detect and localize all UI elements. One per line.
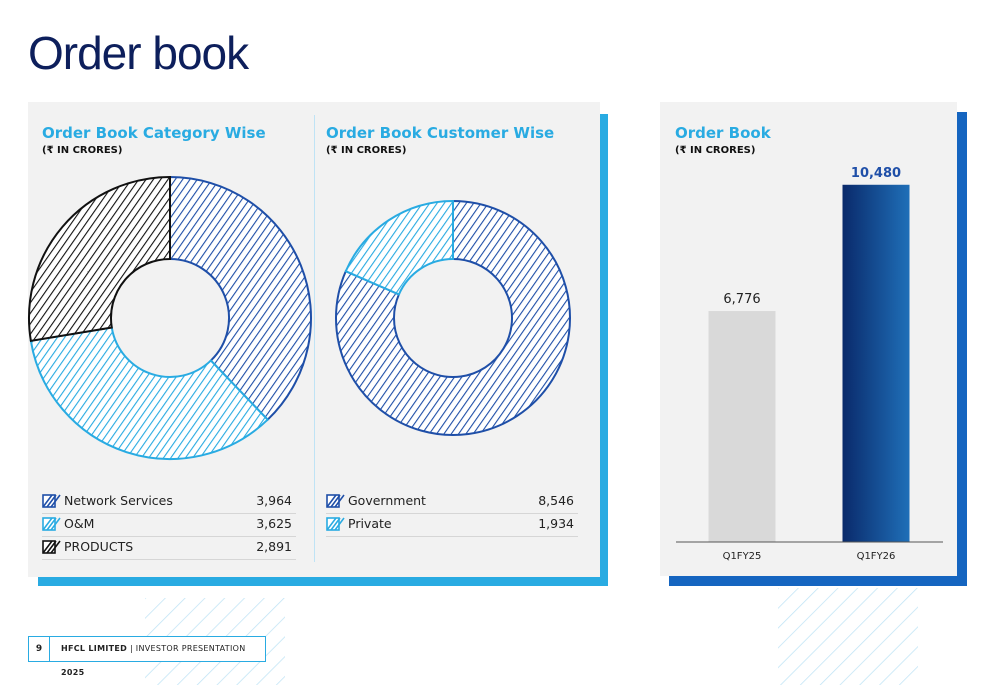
bar-value-label-q1fy26: 10,480 xyxy=(851,166,901,181)
category-slice-network-services xyxy=(169,175,312,422)
category-legend-row-network-services: Network Services 3,964 xyxy=(42,491,296,514)
customer-legend-row-private: Private 1,934 xyxy=(326,514,578,537)
category-legend-label: O&M xyxy=(64,516,95,531)
page-title: Order book xyxy=(28,27,249,79)
customer-legend-value: 8,546 xyxy=(538,493,574,508)
x-tick-label-q1fy26: Q1FY26 xyxy=(857,551,896,562)
customer-legend-row-government: Government 8,546 xyxy=(326,491,578,514)
bar-q1fy25 xyxy=(708,311,776,542)
category-legend-value: 2,891 xyxy=(256,539,292,554)
category-legend-row-products: PRODUCTS 2,891 xyxy=(42,537,296,560)
customer-chart-subtitle: (₹ IN CRORES) xyxy=(326,145,407,156)
orderbook-chart-subtitle: (₹ IN CRORES) xyxy=(675,145,756,156)
category-legend-value: 3,964 xyxy=(256,493,292,508)
footer-text: HFCL LIMITED | INVESTOR PRESENTATION 202… xyxy=(61,637,265,685)
category-legend-row-oandm: O&M 3,625 xyxy=(42,514,296,537)
category-chart-title: Order Book Category Wise xyxy=(42,124,266,142)
category-legend-label: Network Services xyxy=(64,493,173,508)
category-legend-swatch-oandm xyxy=(42,517,61,531)
bar-q1fy26 xyxy=(842,184,910,543)
customer-legend-label: Private xyxy=(348,516,392,531)
page-number: 9 xyxy=(29,637,50,661)
decorative-hatch-right xyxy=(778,588,918,685)
customer-legend-value: 1,934 xyxy=(538,516,574,531)
category-legend-swatch-network-services xyxy=(42,494,61,508)
category-legend-value: 3,625 xyxy=(256,516,292,531)
footer-separator: | xyxy=(129,644,133,653)
customer-chart-title: Order Book Customer Wise xyxy=(326,124,555,142)
customer-legend-label: Government xyxy=(348,493,426,508)
category-slice-products xyxy=(28,175,171,342)
footer: 9 HFCL LIMITED | INVESTOR PRESENTATION 2… xyxy=(28,636,266,677)
category-legend-swatch-products xyxy=(42,540,61,554)
category-slice-oandm xyxy=(29,326,270,460)
footer-company: HFCL LIMITED xyxy=(61,644,128,653)
footer-year: 2025 xyxy=(61,668,85,677)
customer-legend-swatch-government xyxy=(326,494,345,508)
customer-legend-swatch-private xyxy=(326,517,345,531)
orderbook-chart-title: Order Book xyxy=(675,124,771,142)
x-tick-label-q1fy25: Q1FY25 xyxy=(723,551,762,562)
customer-slice-government xyxy=(335,199,571,436)
category-chart-subtitle: (₹ IN CRORES) xyxy=(42,145,123,156)
bar-value-label-q1fy25: 6,776 xyxy=(723,292,760,307)
category-legend-label: PRODUCTS xyxy=(64,539,134,554)
footer-doc: INVESTOR PRESENTATION xyxy=(135,644,246,653)
card-divider xyxy=(314,115,315,562)
customer-slice-private xyxy=(344,199,454,296)
